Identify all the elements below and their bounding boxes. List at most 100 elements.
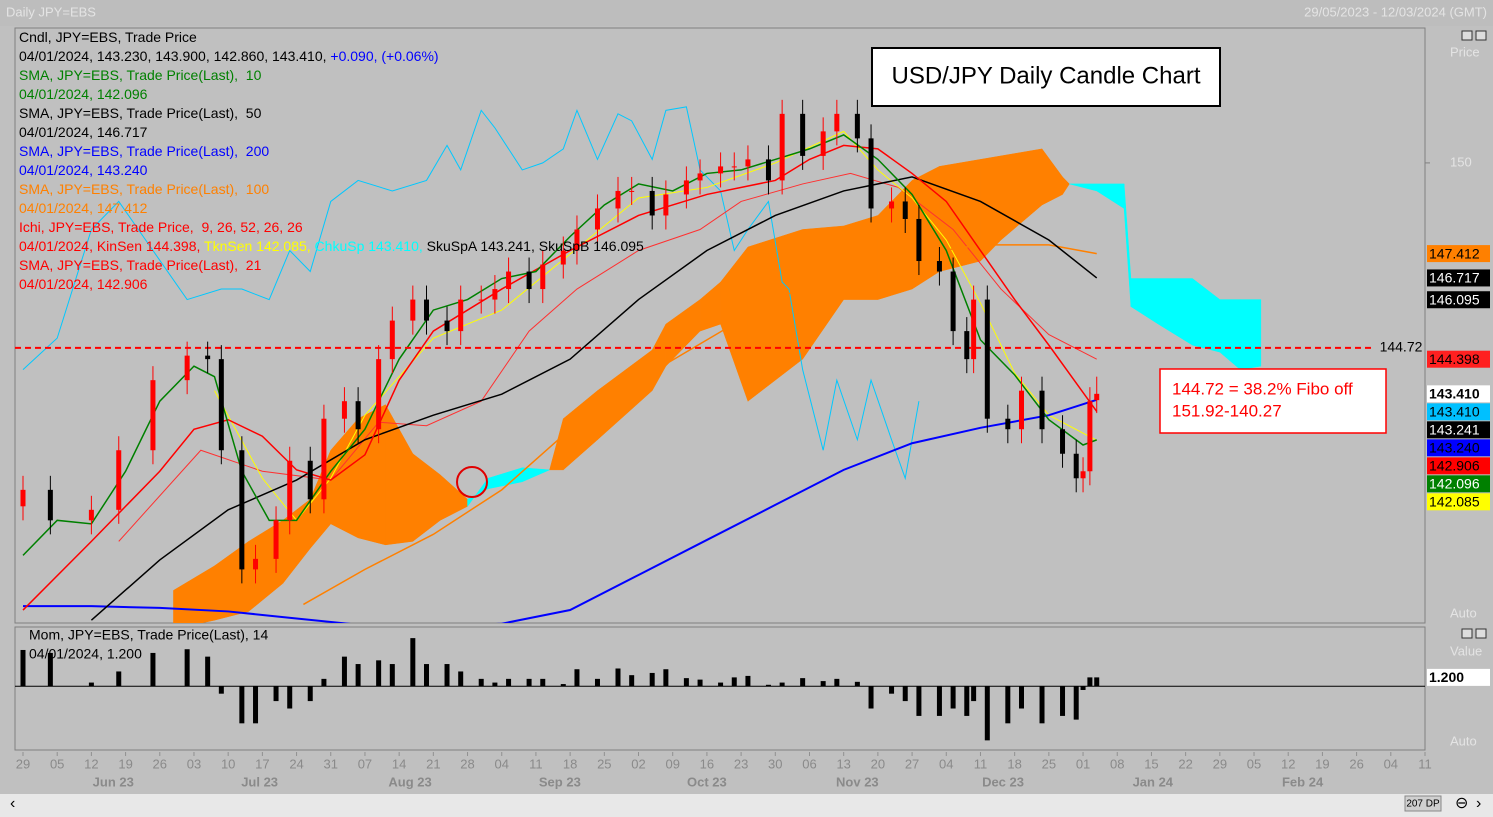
momentum-bar xyxy=(800,678,806,687)
legend-entry: 04/01/2024, 146.717 xyxy=(19,124,148,140)
momentum-bar xyxy=(287,686,293,709)
candle-body xyxy=(492,289,498,300)
momentum-bar xyxy=(478,678,484,687)
cloud-segment xyxy=(521,467,550,483)
month-label: Jul 23 xyxy=(241,774,278,789)
momentum-bar xyxy=(971,686,977,702)
momentum-bar xyxy=(273,686,279,702)
candle-body xyxy=(984,299,990,419)
mom-axis-label: Value xyxy=(1450,643,1482,658)
momentum-bar xyxy=(889,686,895,694)
price-tag xyxy=(1427,457,1490,475)
x-tick-label: 29 xyxy=(16,756,30,771)
indicator-line xyxy=(22,134,1097,556)
annotation: 144.72 = 38.2% Fibo off xyxy=(1172,379,1353,398)
momentum-bar xyxy=(492,682,498,687)
zoom-out[interactable]: ⊖ xyxy=(1455,795,1468,812)
price-tag xyxy=(1427,245,1490,263)
legend-text: +0.090, (+0.06%) xyxy=(330,48,438,64)
momentum-bar xyxy=(964,686,970,716)
candle-body xyxy=(424,299,430,321)
momentum-bar xyxy=(745,675,751,687)
legend-entry: Ichi, JPY=EBS, Trade Price, 9, 26, 52, 2… xyxy=(19,219,303,235)
price-tag xyxy=(1427,493,1490,511)
candle-body xyxy=(560,250,566,265)
candle-body xyxy=(253,558,259,570)
price-tag-label: 143.241 xyxy=(1429,422,1480,438)
momentum-bar xyxy=(88,682,94,687)
price-tag xyxy=(1427,421,1490,439)
candle-body xyxy=(478,299,484,301)
scrollbar[interactable] xyxy=(0,794,1493,817)
price-tag-label: 142.906 xyxy=(1429,458,1480,474)
legend-entry: SMA, JPY=EBS, Trade Price(Last), 21 xyxy=(19,257,262,273)
candle-body xyxy=(239,450,245,570)
cloud-segment xyxy=(1062,176,1070,196)
candle-body xyxy=(889,201,895,209)
momentum-bar xyxy=(1087,677,1093,687)
momentum-bar xyxy=(1080,686,1086,690)
momentum-bar xyxy=(184,649,190,687)
x-tick-label: 11 xyxy=(529,756,543,771)
legend-text: TknSen 142.085, xyxy=(204,238,315,254)
candle-body xyxy=(321,418,327,500)
legend-text: 04/01/2024, 143.240 xyxy=(19,162,148,178)
x-tick-label: 22 xyxy=(1178,756,1192,771)
legend-text: 04/01/2024, KinSen 144.398, xyxy=(19,238,204,254)
price-tag xyxy=(1427,439,1490,457)
momentum-bar xyxy=(389,664,395,687)
month-label: Dec 23 xyxy=(982,774,1024,789)
legend-entry: 04/01/2024, 142.096 xyxy=(19,86,148,102)
momentum-bar xyxy=(820,681,826,687)
y-axis-label: Price xyxy=(1450,44,1480,59)
legend-text: SMA, JPY=EBS, Trade Price(Last), 10 xyxy=(19,67,262,83)
scroll-left[interactable]: ‹ xyxy=(10,795,15,812)
price-tag xyxy=(1427,350,1490,368)
legend-text: SMA, JPY=EBS, Trade Price(Last), 50 xyxy=(19,105,262,121)
x-tick-label: 25 xyxy=(1042,756,1056,771)
indicator-line xyxy=(214,130,1097,522)
legend-text: 04/01/2024, 142.906 xyxy=(19,276,148,292)
candle-body xyxy=(88,509,94,521)
momentum-bar xyxy=(150,652,156,687)
candle-body xyxy=(745,159,751,167)
indicator-line xyxy=(22,144,1098,611)
x-tick-label: 06 xyxy=(802,756,816,771)
candle-body xyxy=(936,261,942,272)
chart-title: USD/JPY Daily Candle Chart xyxy=(891,62,1200,89)
mom-axis-mode: Auto xyxy=(1450,733,1477,748)
level-label: 144.72 xyxy=(1380,339,1423,355)
x-tick-label: 05 xyxy=(50,756,64,771)
candle-body xyxy=(731,166,737,168)
legend-text: 04/01/2024, 146.717 xyxy=(19,124,148,140)
title-box xyxy=(871,47,1221,107)
indicator-line xyxy=(22,106,920,481)
momentum-bar xyxy=(936,686,942,716)
scroll-right[interactable]: › xyxy=(1476,795,1481,812)
candle-body xyxy=(800,113,806,156)
momentum-bar xyxy=(560,684,566,687)
x-tick-label: 04 xyxy=(939,756,953,771)
price-tag-label: 146.717 xyxy=(1429,270,1480,286)
price-tag-label: 146.095 xyxy=(1429,291,1480,307)
candle-body xyxy=(1060,429,1066,454)
x-tick-label: 24 xyxy=(289,756,303,771)
price-tag-label: 143.410 xyxy=(1429,386,1480,402)
candle-body xyxy=(218,359,224,451)
price-tag xyxy=(1427,475,1490,493)
month-label: Sep 23 xyxy=(539,774,581,789)
candle-body xyxy=(1005,418,1011,430)
momentum-bar xyxy=(1073,686,1079,720)
momentum-bar xyxy=(526,678,532,687)
legend-entry: Cndl, JPY=EBS, Trade Price xyxy=(19,29,197,45)
legend-text: 04/01/2024, 147.412 xyxy=(19,200,148,216)
momentum-bar xyxy=(116,671,122,687)
momentum-bar xyxy=(458,671,464,687)
momentum-bar xyxy=(574,669,580,687)
candle-body xyxy=(950,271,956,332)
price-tag-label: 142.096 xyxy=(1429,476,1480,492)
legend-entry: 04/01/2024, 143.230, 143.900, 142.860, 1… xyxy=(19,48,439,64)
highlight-circle xyxy=(456,466,488,498)
legend-entry: 04/01/2024, 143.240 xyxy=(19,162,148,178)
legend-text: SMA, JPY=EBS, Trade Price(Last), 100 xyxy=(19,181,269,197)
